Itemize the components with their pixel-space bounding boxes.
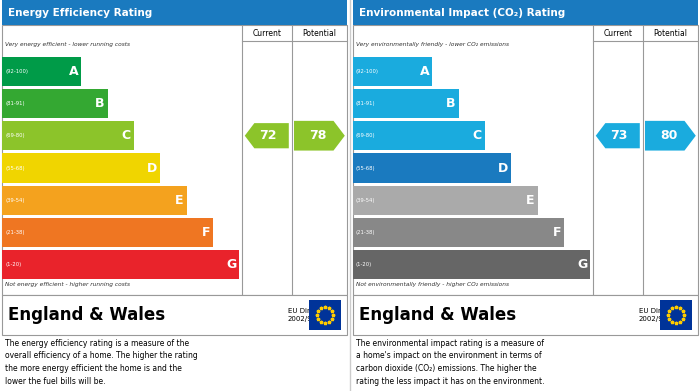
Bar	[353, 121, 485, 150]
Bar	[353, 186, 538, 215]
Text: G: G	[577, 258, 587, 271]
Text: (55-68): (55-68)	[5, 165, 24, 170]
Bar	[2, 250, 239, 280]
Text: (69-80): (69-80)	[5, 133, 24, 138]
Text: E: E	[526, 194, 535, 207]
Text: Environmental Impact (CO₂) Rating: Environmental Impact (CO₂) Rating	[359, 7, 566, 18]
Text: (81-91): (81-91)	[356, 101, 376, 106]
Bar	[353, 218, 564, 247]
Text: C: C	[473, 129, 482, 142]
Bar	[353, 57, 432, 86]
Text: 80: 80	[660, 129, 678, 142]
Polygon shape	[294, 121, 345, 151]
Text: C: C	[122, 129, 131, 142]
Text: The energy efficiency rating is a measure of the
overall efficiency of a home. T: The energy efficiency rating is a measur…	[5, 339, 197, 386]
Text: B: B	[95, 97, 104, 110]
Text: Not environmentally friendly - higher CO₂ emissions: Not environmentally friendly - higher CO…	[356, 282, 509, 287]
Bar	[2, 25, 347, 295]
Text: Very environmentally friendly - lower CO₂ emissions: Very environmentally friendly - lower CO…	[356, 42, 509, 47]
Polygon shape	[596, 123, 640, 148]
Bar	[2, 218, 213, 247]
Text: Not energy efficient - higher running costs: Not energy efficient - higher running co…	[5, 282, 130, 287]
Bar	[660, 300, 692, 330]
Text: (81-91): (81-91)	[5, 101, 24, 106]
Bar	[353, 250, 590, 280]
Text: England & Wales: England & Wales	[8, 306, 165, 324]
Text: (55-68): (55-68)	[356, 165, 376, 170]
Text: (39-54): (39-54)	[5, 198, 24, 203]
Text: (21-38): (21-38)	[356, 230, 375, 235]
Text: Energy Efficiency Rating: Energy Efficiency Rating	[8, 7, 153, 18]
Text: EU Directive
2002/91/EC: EU Directive 2002/91/EC	[288, 308, 331, 322]
Polygon shape	[245, 123, 289, 148]
Text: Current: Current	[252, 29, 281, 38]
Polygon shape	[645, 121, 696, 151]
Text: G: G	[226, 258, 237, 271]
Text: F: F	[202, 226, 210, 239]
Bar	[353, 295, 698, 335]
Bar	[2, 57, 81, 86]
Text: A: A	[419, 65, 429, 78]
Text: F: F	[552, 226, 561, 239]
Text: B: B	[446, 97, 456, 110]
Bar	[353, 25, 698, 295]
Text: Potential: Potential	[302, 29, 337, 38]
Text: England & Wales: England & Wales	[359, 306, 516, 324]
Text: D: D	[498, 161, 508, 174]
Bar	[353, 154, 511, 183]
Text: 73: 73	[610, 129, 628, 142]
Bar	[2, 89, 108, 118]
Bar	[353, 0, 698, 25]
Text: 78: 78	[309, 129, 326, 142]
Text: (92-100): (92-100)	[5, 69, 28, 74]
Text: EU Directive
2002/91/EC: EU Directive 2002/91/EC	[639, 308, 682, 322]
Text: (21-38): (21-38)	[5, 230, 24, 235]
Text: (39-54): (39-54)	[356, 198, 375, 203]
Bar	[353, 89, 458, 118]
Text: Very energy efficient - lower running costs: Very energy efficient - lower running co…	[5, 42, 130, 47]
Text: (1-20): (1-20)	[5, 262, 21, 267]
Bar	[2, 295, 347, 335]
Text: (1-20): (1-20)	[356, 262, 372, 267]
Text: 72: 72	[260, 129, 277, 142]
Text: A: A	[69, 65, 78, 78]
Text: Potential: Potential	[653, 29, 687, 38]
Text: D: D	[147, 161, 158, 174]
Bar	[2, 154, 160, 183]
Bar	[309, 300, 341, 330]
Bar	[2, 186, 187, 215]
Bar	[2, 121, 134, 150]
Text: (92-100): (92-100)	[356, 69, 379, 74]
Text: The environmental impact rating is a measure of
a home's impact on the environme: The environmental impact rating is a mea…	[356, 339, 545, 386]
Text: Current: Current	[603, 29, 632, 38]
Bar	[2, 0, 347, 25]
Text: (69-80): (69-80)	[356, 133, 376, 138]
Text: E: E	[175, 194, 183, 207]
